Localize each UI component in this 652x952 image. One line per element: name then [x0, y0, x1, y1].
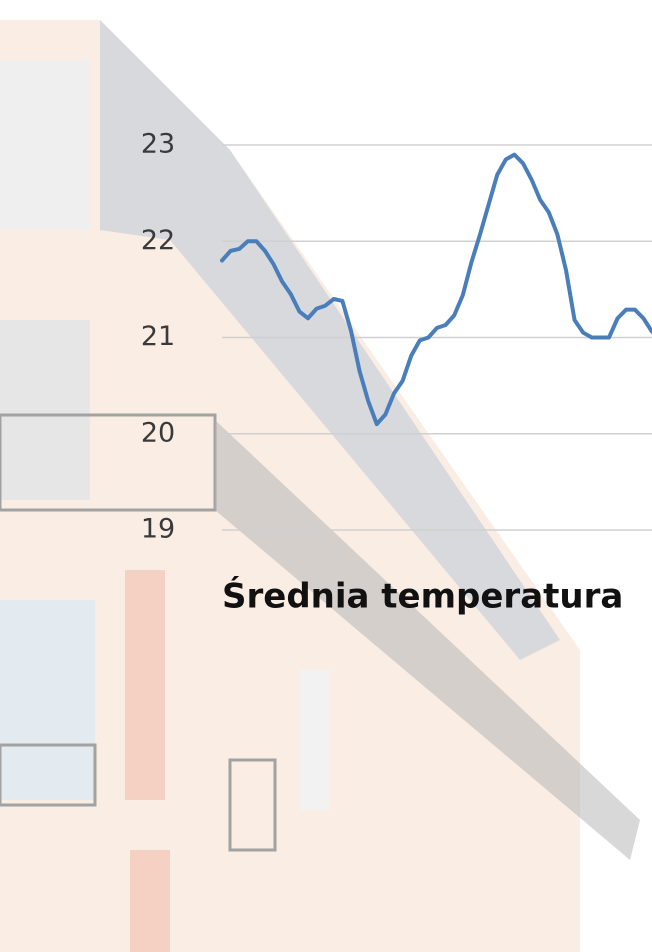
- y-tick-label: 22: [141, 225, 175, 256]
- y-tick-label: 23: [141, 129, 175, 160]
- background-photo: [0, 20, 640, 952]
- y-tick-label: 21: [141, 321, 175, 352]
- y-tick-label: 20: [141, 417, 175, 448]
- y-tick-label: 19: [141, 514, 175, 545]
- line-series: [220, 152, 652, 427]
- chart-title: Średnia temperatura: [222, 576, 623, 617]
